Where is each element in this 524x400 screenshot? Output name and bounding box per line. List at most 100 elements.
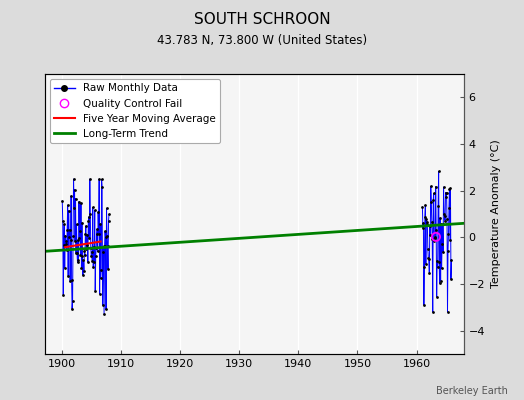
Point	[436, 215, 444, 221]
Point	[432, 293, 441, 300]
Point	[82, 223, 90, 229]
Point	[418, 204, 427, 210]
Point	[445, 186, 454, 192]
Point	[105, 211, 113, 218]
Point	[67, 237, 75, 243]
Point	[68, 306, 77, 312]
Point	[442, 190, 451, 196]
Point	[83, 232, 92, 238]
Point	[423, 221, 432, 227]
Point	[75, 198, 83, 205]
Point	[79, 257, 88, 264]
Point	[89, 204, 97, 211]
Point	[71, 238, 79, 244]
Point	[85, 176, 94, 182]
Point	[443, 309, 452, 315]
Point	[446, 237, 454, 244]
Point	[96, 221, 104, 227]
Point	[70, 186, 79, 193]
Point	[85, 214, 93, 220]
Point	[428, 218, 436, 225]
Point	[96, 275, 105, 282]
Point	[79, 272, 87, 278]
Point	[427, 199, 435, 205]
Point	[89, 264, 97, 270]
Point	[97, 267, 105, 274]
Point	[91, 207, 99, 213]
Point	[100, 243, 108, 250]
Point	[64, 208, 73, 214]
Point	[80, 248, 89, 254]
Point	[419, 220, 428, 226]
Point	[70, 204, 78, 211]
Point	[438, 265, 446, 272]
Point	[81, 252, 89, 259]
Point	[425, 223, 434, 230]
Point	[77, 200, 85, 206]
Point	[101, 228, 109, 235]
Point	[439, 221, 447, 227]
Point	[94, 209, 102, 215]
Point	[81, 231, 90, 237]
Point	[419, 225, 427, 231]
Point	[60, 265, 69, 271]
Point	[433, 264, 442, 270]
Point	[82, 246, 91, 252]
Point	[93, 248, 102, 254]
Point	[104, 218, 113, 224]
Point	[437, 221, 445, 227]
Point	[78, 252, 86, 259]
Point	[74, 257, 83, 263]
Point	[443, 216, 451, 222]
Point	[436, 278, 445, 284]
Point	[432, 234, 440, 240]
Point	[100, 311, 108, 317]
Point	[430, 238, 439, 244]
Point	[83, 242, 91, 248]
Point	[421, 202, 430, 208]
Point	[444, 230, 453, 237]
Point	[446, 185, 455, 192]
Point	[64, 273, 72, 279]
Point	[73, 250, 81, 256]
Point	[429, 197, 438, 203]
Point	[435, 259, 443, 265]
Point	[72, 250, 80, 256]
Point	[78, 220, 86, 226]
Point	[425, 270, 433, 276]
Point	[447, 257, 456, 263]
Point	[432, 227, 440, 233]
Point	[80, 268, 88, 274]
Point	[429, 309, 437, 315]
Point	[92, 245, 101, 252]
Point	[434, 202, 442, 209]
Point	[422, 215, 431, 222]
Point	[93, 231, 101, 237]
Point	[66, 226, 74, 233]
Point	[102, 306, 110, 313]
Legend: Raw Monthly Data, Quality Control Fail, Five Year Moving Average, Long-Term Tren: Raw Monthly Data, Quality Control Fail, …	[50, 79, 220, 143]
Point	[435, 280, 444, 286]
Point	[59, 218, 67, 224]
Point	[447, 276, 455, 282]
Point	[75, 235, 84, 241]
Point	[93, 226, 101, 232]
Point	[69, 232, 77, 239]
Point	[92, 253, 100, 259]
Point	[69, 176, 78, 182]
Point	[68, 276, 76, 283]
Point	[442, 194, 450, 200]
Text: SOUTH SCHROON: SOUTH SCHROON	[194, 12, 330, 27]
Point	[431, 234, 440, 240]
Point	[440, 213, 449, 219]
Point	[90, 244, 98, 250]
Point	[420, 302, 428, 308]
Point	[422, 260, 430, 267]
Point	[58, 198, 67, 204]
Point	[84, 218, 93, 224]
Point	[62, 241, 70, 247]
Point	[444, 248, 452, 254]
Point	[441, 190, 450, 196]
Point	[71, 196, 80, 202]
Point	[69, 298, 77, 304]
